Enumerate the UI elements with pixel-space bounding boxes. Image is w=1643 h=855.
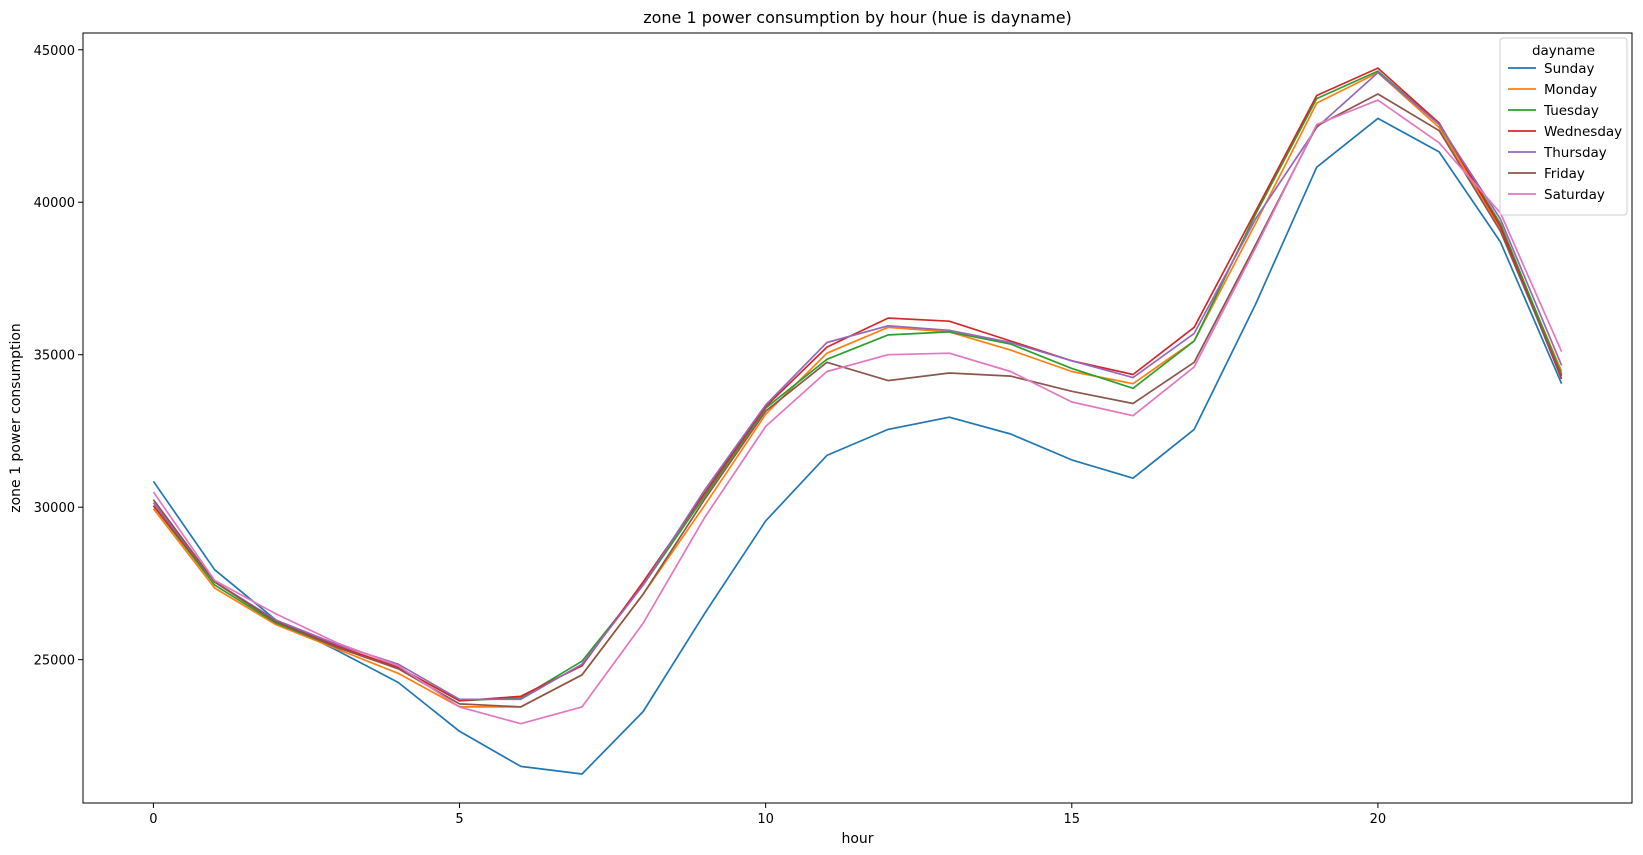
- legend-item-monday[interactable]: Monday: [1508, 82, 1597, 98]
- series-line-tuesday: [152, 70, 1563, 702]
- x-tick-label: 10: [757, 812, 774, 827]
- legend-label: Tuesday: [1543, 103, 1599, 119]
- series-line-thursday: [152, 71, 1563, 701]
- legend-label: Sunday: [1544, 61, 1595, 77]
- series-line-wednesday: [152, 67, 1563, 702]
- x-axis-label: hour: [841, 831, 873, 847]
- y-tick-label: 25000: [34, 654, 75, 669]
- legend-item-sunday[interactable]: Sunday: [1508, 61, 1595, 77]
- legend-label: Thursday: [1543, 145, 1607, 161]
- legend-items: Sunday Monday Tuesday Wednesday Thursday Frid…: [1508, 61, 1622, 203]
- x-tick-label: 5: [455, 812, 463, 827]
- axis-ticks: 0 5 10 15 20 25000 30000 35000 40000 45000: [34, 44, 1387, 827]
- legend-item-friday[interactable]: Friday: [1508, 166, 1585, 182]
- series-layer: [152, 67, 1563, 775]
- x-tick-label: 0: [149, 812, 157, 827]
- chart-title: zone 1 power consumption by hour (hue is…: [643, 8, 1072, 27]
- legend-item-wednesday[interactable]: Wednesday: [1508, 124, 1622, 140]
- series-line-friday: [152, 93, 1563, 708]
- y-tick-label: 45000: [34, 44, 75, 59]
- plot-area-frame: [82, 32, 1633, 804]
- series-line-monday: [152, 71, 1563, 708]
- legend-title: dayname: [1532, 43, 1595, 59]
- legend-label: Friday: [1544, 166, 1585, 182]
- legend-label: Monday: [1544, 82, 1597, 98]
- legend[interactable]: dayname Sunday Monday Tuesday Wednesday Thur…: [1499, 37, 1628, 216]
- x-tick-label: 20: [1370, 812, 1387, 827]
- series-line-sunday: [152, 117, 1563, 775]
- series-line-saturday: [152, 99, 1563, 725]
- legend-label: Saturday: [1544, 187, 1605, 203]
- legend-item-saturday[interactable]: Saturday: [1508, 187, 1605, 203]
- y-tick-label: 30000: [34, 501, 75, 516]
- legend-label: Wednesday: [1544, 124, 1622, 140]
- y-tick-label: 40000: [34, 196, 75, 211]
- legend-box: [1499, 37, 1628, 216]
- legend-item-tuesday[interactable]: Tuesday: [1508, 103, 1599, 119]
- y-tick-label: 35000: [34, 349, 75, 364]
- y-axis-label: zone 1 power consumption: [8, 323, 24, 513]
- x-tick-label: 15: [1064, 812, 1081, 827]
- legend-item-thursday[interactable]: Thursday: [1508, 145, 1607, 161]
